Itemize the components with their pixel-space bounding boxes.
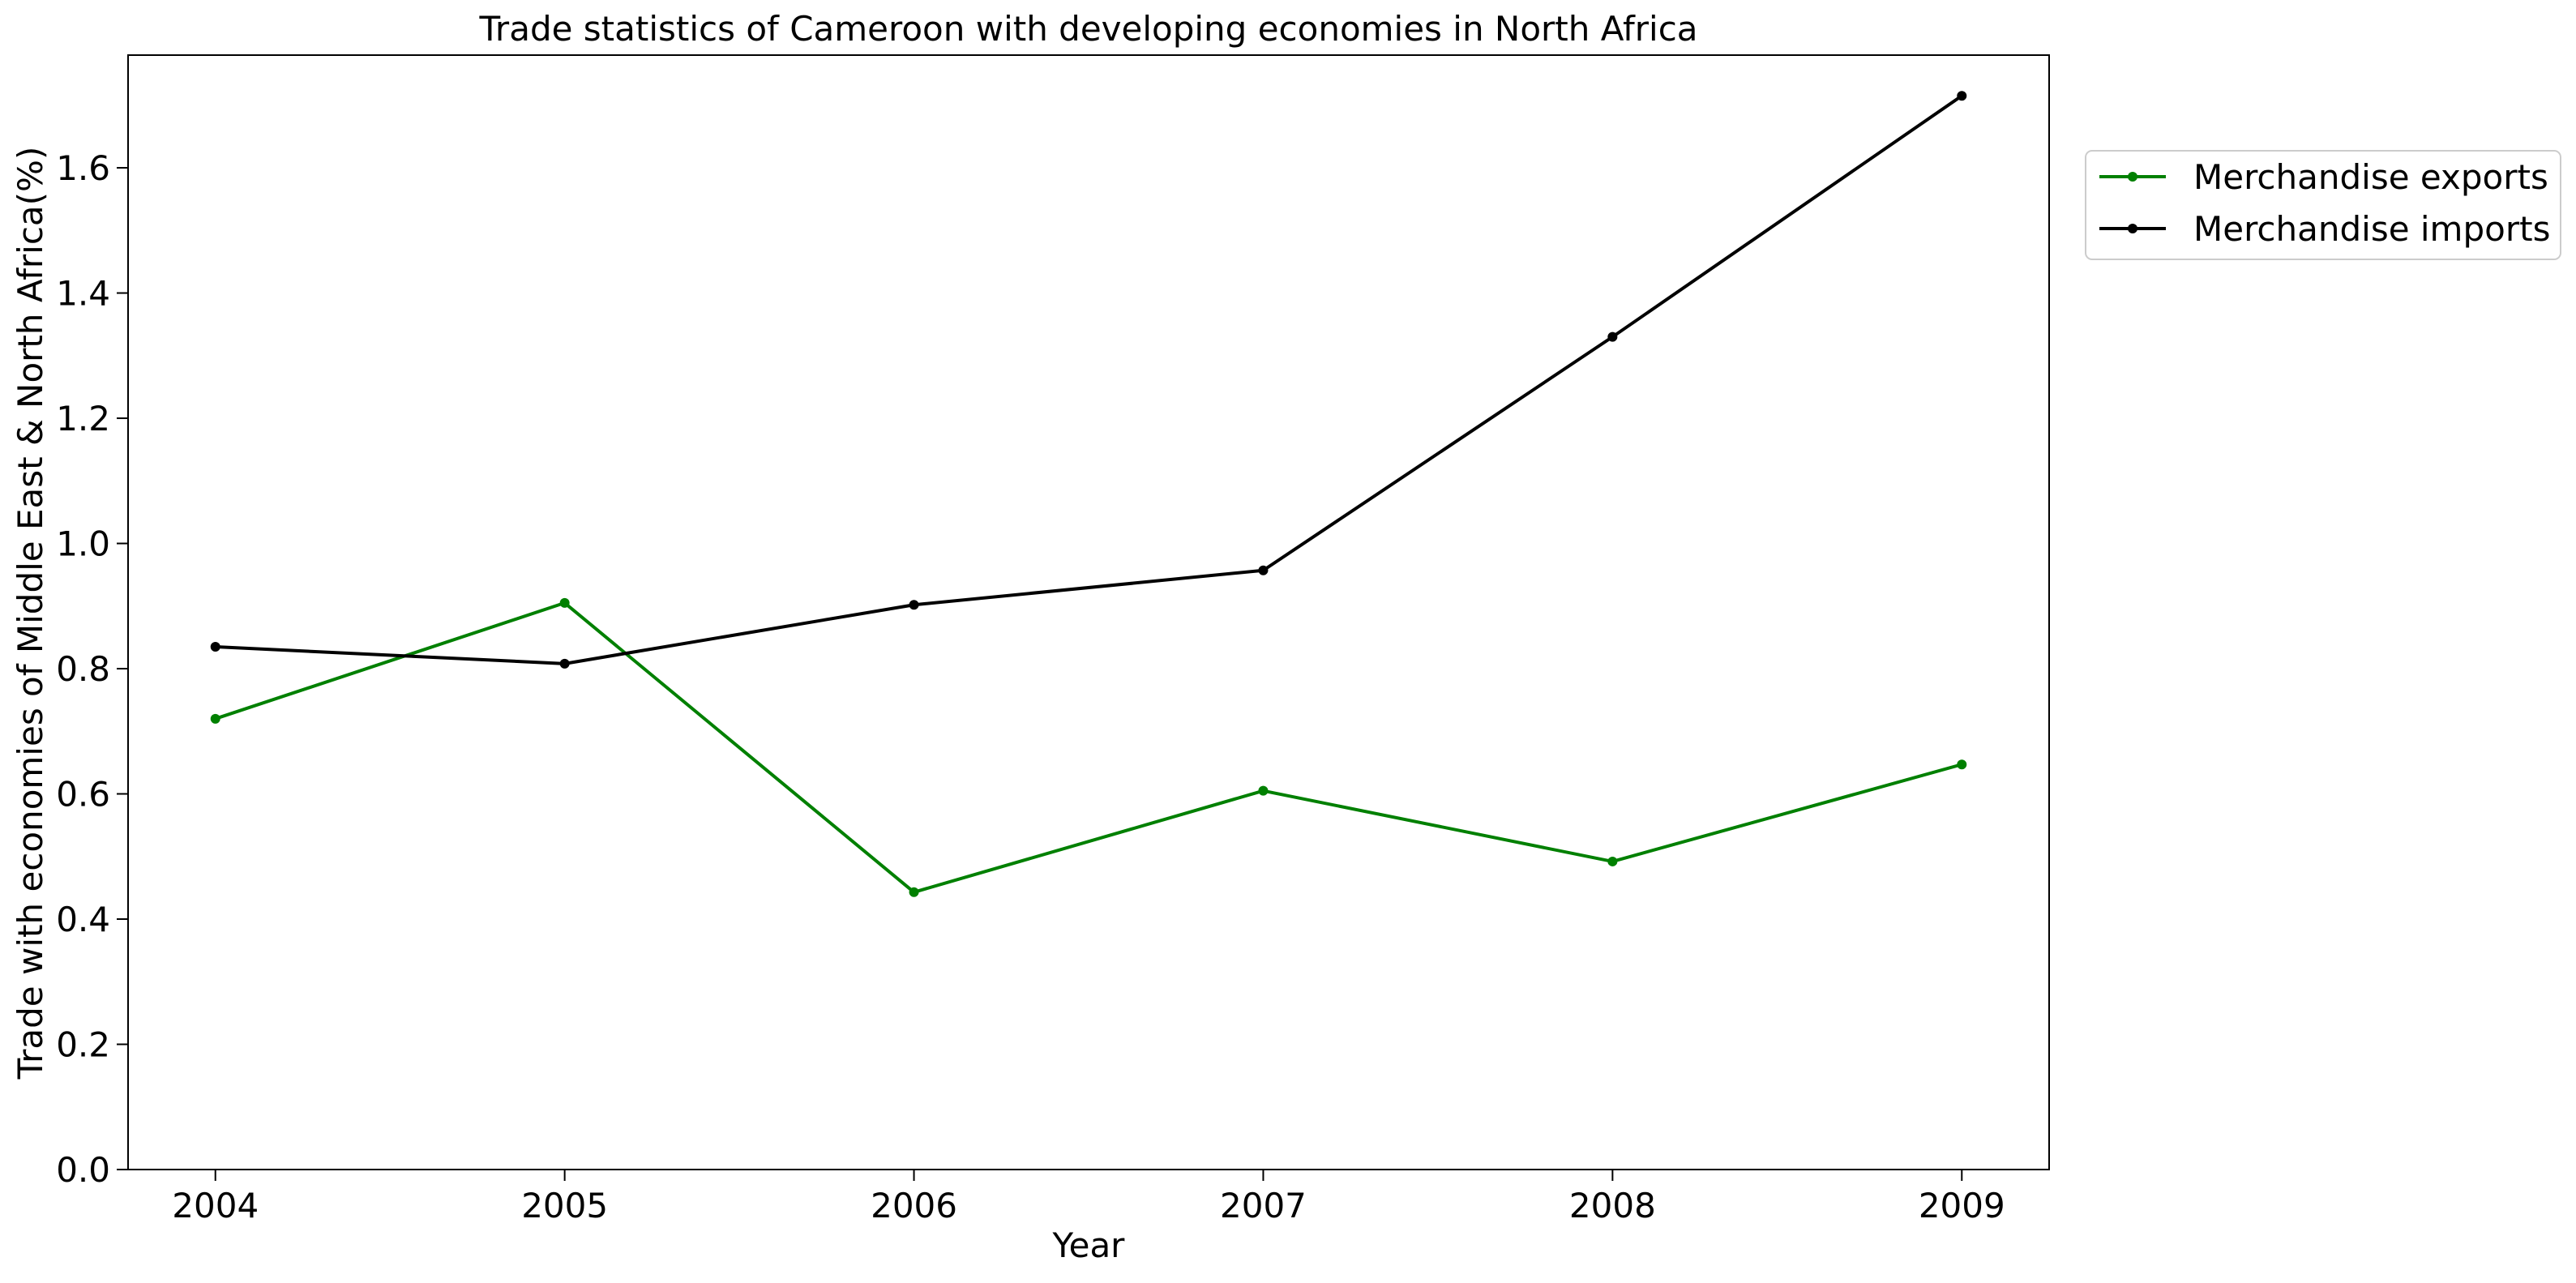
data-point-merchandise-imports — [1607, 331, 1618, 342]
y-tick-label: 0.6 — [56, 775, 110, 815]
y-tick-label: 0.8 — [56, 649, 110, 689]
legend: Merchandise exports Merchandise imports — [2085, 150, 2561, 260]
plot-area-frame — [127, 54, 2050, 1170]
x-axis-label: Year — [1052, 1225, 1126, 1265]
legend-marker-merchandise-exports — [2128, 172, 2137, 182]
data-point-merchandise-exports — [1607, 856, 1618, 866]
data-point-merchandise-imports — [559, 658, 570, 669]
data-point-merchandise-exports — [1258, 785, 1269, 796]
data-point-merchandise-exports — [909, 887, 919, 897]
x-tick-label: 2004 — [172, 1186, 259, 1225]
data-point-merchandise-exports — [210, 713, 220, 724]
x-tick-label: 2007 — [1220, 1186, 1307, 1225]
y-tick-label: 0.4 — [56, 900, 110, 939]
series-layer — [210, 91, 1967, 897]
series-merchandise-exports — [210, 597, 1967, 897]
series-line-merchandise-imports — [215, 94, 1963, 665]
y-tick-label: 1.0 — [56, 524, 110, 564]
y-tick-label: 1.2 — [56, 399, 110, 438]
data-point-merchandise-imports — [1258, 565, 1269, 575]
y-tick-label: 0.0 — [56, 1150, 110, 1190]
data-point-merchandise-imports — [909, 600, 919, 610]
x-tick-label: 2006 — [871, 1186, 957, 1225]
data-point-merchandise-exports — [559, 597, 570, 608]
y-tick-label: 1.6 — [56, 148, 110, 188]
x-tick-label: 2005 — [521, 1186, 608, 1225]
chart-title: Trade statistics of Cameroon with develo… — [478, 9, 1697, 49]
legend-box — [2085, 150, 2561, 260]
data-point-merchandise-exports — [1957, 759, 1967, 770]
y-tick-label: 1.4 — [56, 274, 110, 314]
y-tick-label: 0.2 — [56, 1025, 110, 1065]
series-line-merchandise-exports — [215, 601, 1962, 894]
x-tick-label: 2008 — [1569, 1186, 1656, 1225]
y-axis-label: Trade with economies of Middle East & No… — [11, 147, 50, 1080]
legend-label-merchandise-exports: Merchandise exports — [2193, 157, 2548, 197]
x-tick-label: 2009 — [1919, 1186, 2005, 1225]
data-point-merchandise-imports — [210, 641, 220, 652]
data-point-merchandise-imports — [1957, 91, 1967, 101]
legend-marker-merchandise-imports — [2128, 224, 2137, 233]
y-axis-ticks: 0.0 0.2 0.4 0.6 0.8 1.0 1.2 1.4 1.6 — [56, 148, 128, 1190]
series-merchandise-imports — [210, 91, 1967, 669]
x-axis-ticks: 2004 2005 2006 2007 2008 2009 — [172, 1170, 2005, 1225]
legend-label-merchandise-imports: Merchandise imports — [2193, 209, 2550, 249]
